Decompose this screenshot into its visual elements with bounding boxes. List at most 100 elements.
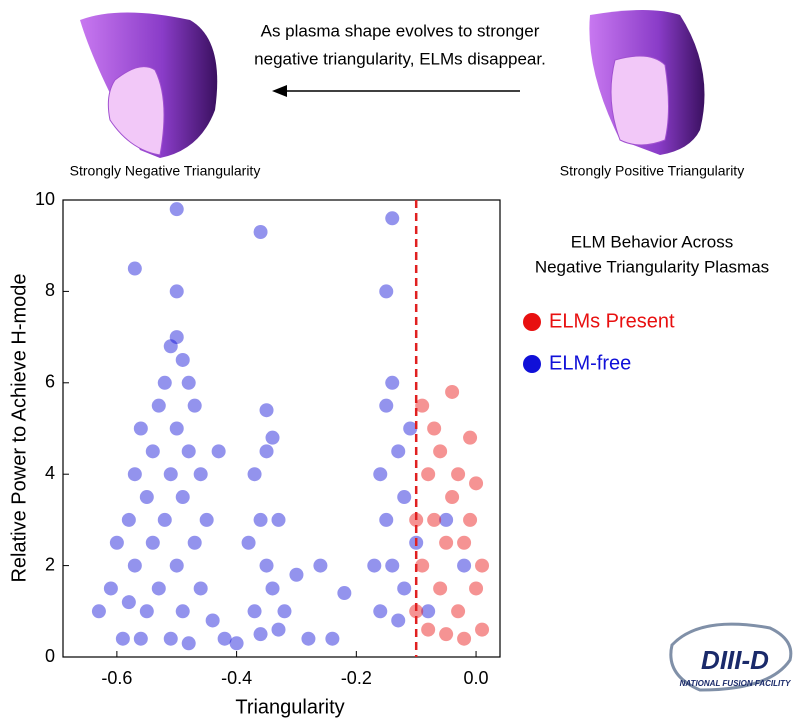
point [151,398,166,413]
x-tick-label: -0.4 [221,668,252,688]
point [373,467,388,482]
point [433,581,448,596]
x-axis-label: Triangularity [235,696,344,718]
point [271,512,286,527]
point [259,558,274,573]
point [169,558,184,573]
point [439,535,454,550]
point [427,421,442,436]
legend-marker [523,313,541,331]
point [451,604,466,619]
y-tick-label: 8 [45,280,55,300]
point [163,339,178,354]
point [139,490,154,505]
point [463,512,478,527]
logo: DIII-D NATIONAL FUSION FACILITY [669,622,793,692]
point [145,535,160,550]
point [217,631,232,646]
shape-label: Strongly Negative Triangularity [70,163,261,179]
point [265,581,280,596]
plot [91,202,490,651]
point [421,622,436,637]
logo-text: DIII-D [701,645,769,675]
point [445,490,460,505]
point [379,398,394,413]
point [169,330,184,345]
x-tick-label: -0.2 [341,668,372,688]
y-axis-label: Relative Power to Achieve H-mode [8,273,30,582]
point [121,595,136,610]
point [433,444,448,459]
point [415,558,430,573]
point [271,622,286,637]
point [145,444,160,459]
annotation: negative triangularity, ELMs disappear. [254,49,546,68]
point [121,512,136,527]
point [169,284,184,299]
point [229,636,244,651]
point [211,444,226,459]
point [337,586,352,601]
legend-marker [523,355,541,373]
point [457,558,472,573]
shape-label: Strongly Positive Triangularity [560,163,744,179]
x-tick-label: -0.6 [101,668,132,688]
y-tick-label: 4 [45,463,55,483]
point [157,375,172,390]
y-tick-label: 6 [45,372,55,392]
point [385,375,400,390]
point [373,604,388,619]
point [181,636,196,651]
point [475,558,490,573]
point [127,558,142,573]
point [163,631,178,646]
point [397,490,412,505]
arrowhead [272,85,287,97]
point [175,604,190,619]
point [325,631,340,646]
point [421,467,436,482]
point [457,535,472,550]
point [463,430,478,445]
point [163,467,178,482]
point [259,444,274,459]
point [187,535,202,550]
point [379,284,394,299]
point [397,581,412,596]
legend-label: ELMs Present [549,310,675,332]
point [313,558,328,573]
y-tick-label: 0 [45,646,55,666]
annotation: As plasma shape evolves to stronger [261,21,540,40]
point [367,558,382,573]
point [175,490,190,505]
point [91,604,106,619]
point [205,613,220,628]
point [439,627,454,642]
legend: ELMs Present ELM-free [523,310,675,374]
point [151,581,166,596]
point [253,224,268,239]
point [139,604,154,619]
point [391,444,406,459]
point [247,604,262,619]
point [127,467,142,482]
point [445,384,460,399]
point [277,604,292,619]
point [385,558,400,573]
point [193,467,208,482]
point [427,512,442,527]
point [469,581,484,596]
point [301,631,316,646]
point [181,375,196,390]
point [391,613,406,628]
point [133,421,148,436]
point [415,398,430,413]
logo-subtitle: NATIONAL FUSION FACILITY [680,679,791,688]
point [469,476,484,491]
point [187,398,202,413]
point [265,430,280,445]
point [385,211,400,226]
x-tick-label: 0.0 [464,668,489,688]
point [127,261,142,276]
